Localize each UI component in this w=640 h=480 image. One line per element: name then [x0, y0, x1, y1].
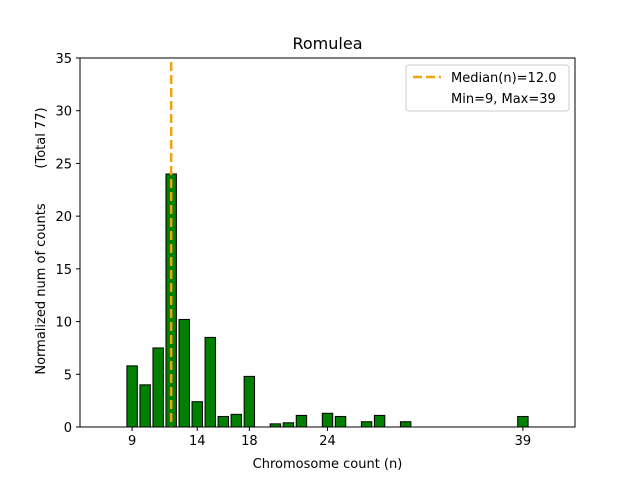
y-tick-label: 0 [64, 421, 72, 436]
bar-n-39 [517, 415, 529, 428]
y-tick-label: 10 [55, 316, 72, 331]
y-tick-label: 15 [55, 263, 72, 278]
y-tick-label: 35 [55, 52, 72, 67]
bar-n-14 [191, 401, 203, 428]
bars-group [126, 173, 529, 428]
y-tick-label: 30 [55, 105, 72, 120]
x-tick-label: 14 [189, 434, 206, 449]
legend-median-label: Median(n)=12.0 [451, 71, 557, 86]
y-axis-label: Normalized num of counts [34, 203, 49, 374]
x-tick-label: 39 [515, 434, 532, 449]
bar-n-27 [360, 421, 373, 428]
bar-n-22 [295, 414, 308, 428]
plot-frame [79, 57, 576, 428]
bar-n-15 [204, 336, 216, 428]
bar-n-17 [230, 413, 243, 428]
bar-n-18 [243, 375, 256, 428]
bar-n-30 [399, 421, 412, 428]
bar-n-16 [217, 415, 230, 428]
y-axis-total-note: (Total 77) [34, 107, 49, 168]
bar-n-24 [321, 412, 334, 428]
x-tick-label: 18 [241, 434, 258, 449]
y-tick-label: 5 [64, 368, 72, 383]
x-tick-label: 24 [319, 434, 336, 449]
bar-n-10 [139, 384, 151, 428]
x-axis-label: Chromosome count (n) [253, 457, 403, 472]
bar-n-21 [282, 422, 295, 428]
legend-box [405, 64, 570, 112]
y-axis-ticks: 0 5 10 15 20 25 30 35 [55, 52, 80, 436]
bar-n-25 [334, 415, 347, 428]
legend-min-max-label: Min=9, Max=39 [451, 92, 556, 107]
y-tick-label: 20 [55, 210, 72, 225]
bar-n-9 [126, 365, 138, 428]
legend: Median(n)=12.0 Min=9, Max=39 [405, 64, 570, 112]
bar-n-13 [178, 318, 190, 428]
chart-title: Romulea [292, 34, 362, 53]
x-tick-label: 9 [128, 434, 136, 449]
y-tick-label: 25 [55, 157, 72, 172]
bar-n-11 [152, 347, 164, 428]
bar-n-28 [373, 414, 386, 428]
x-axis-ticks: 9 14 18 24 39 [128, 427, 531, 449]
